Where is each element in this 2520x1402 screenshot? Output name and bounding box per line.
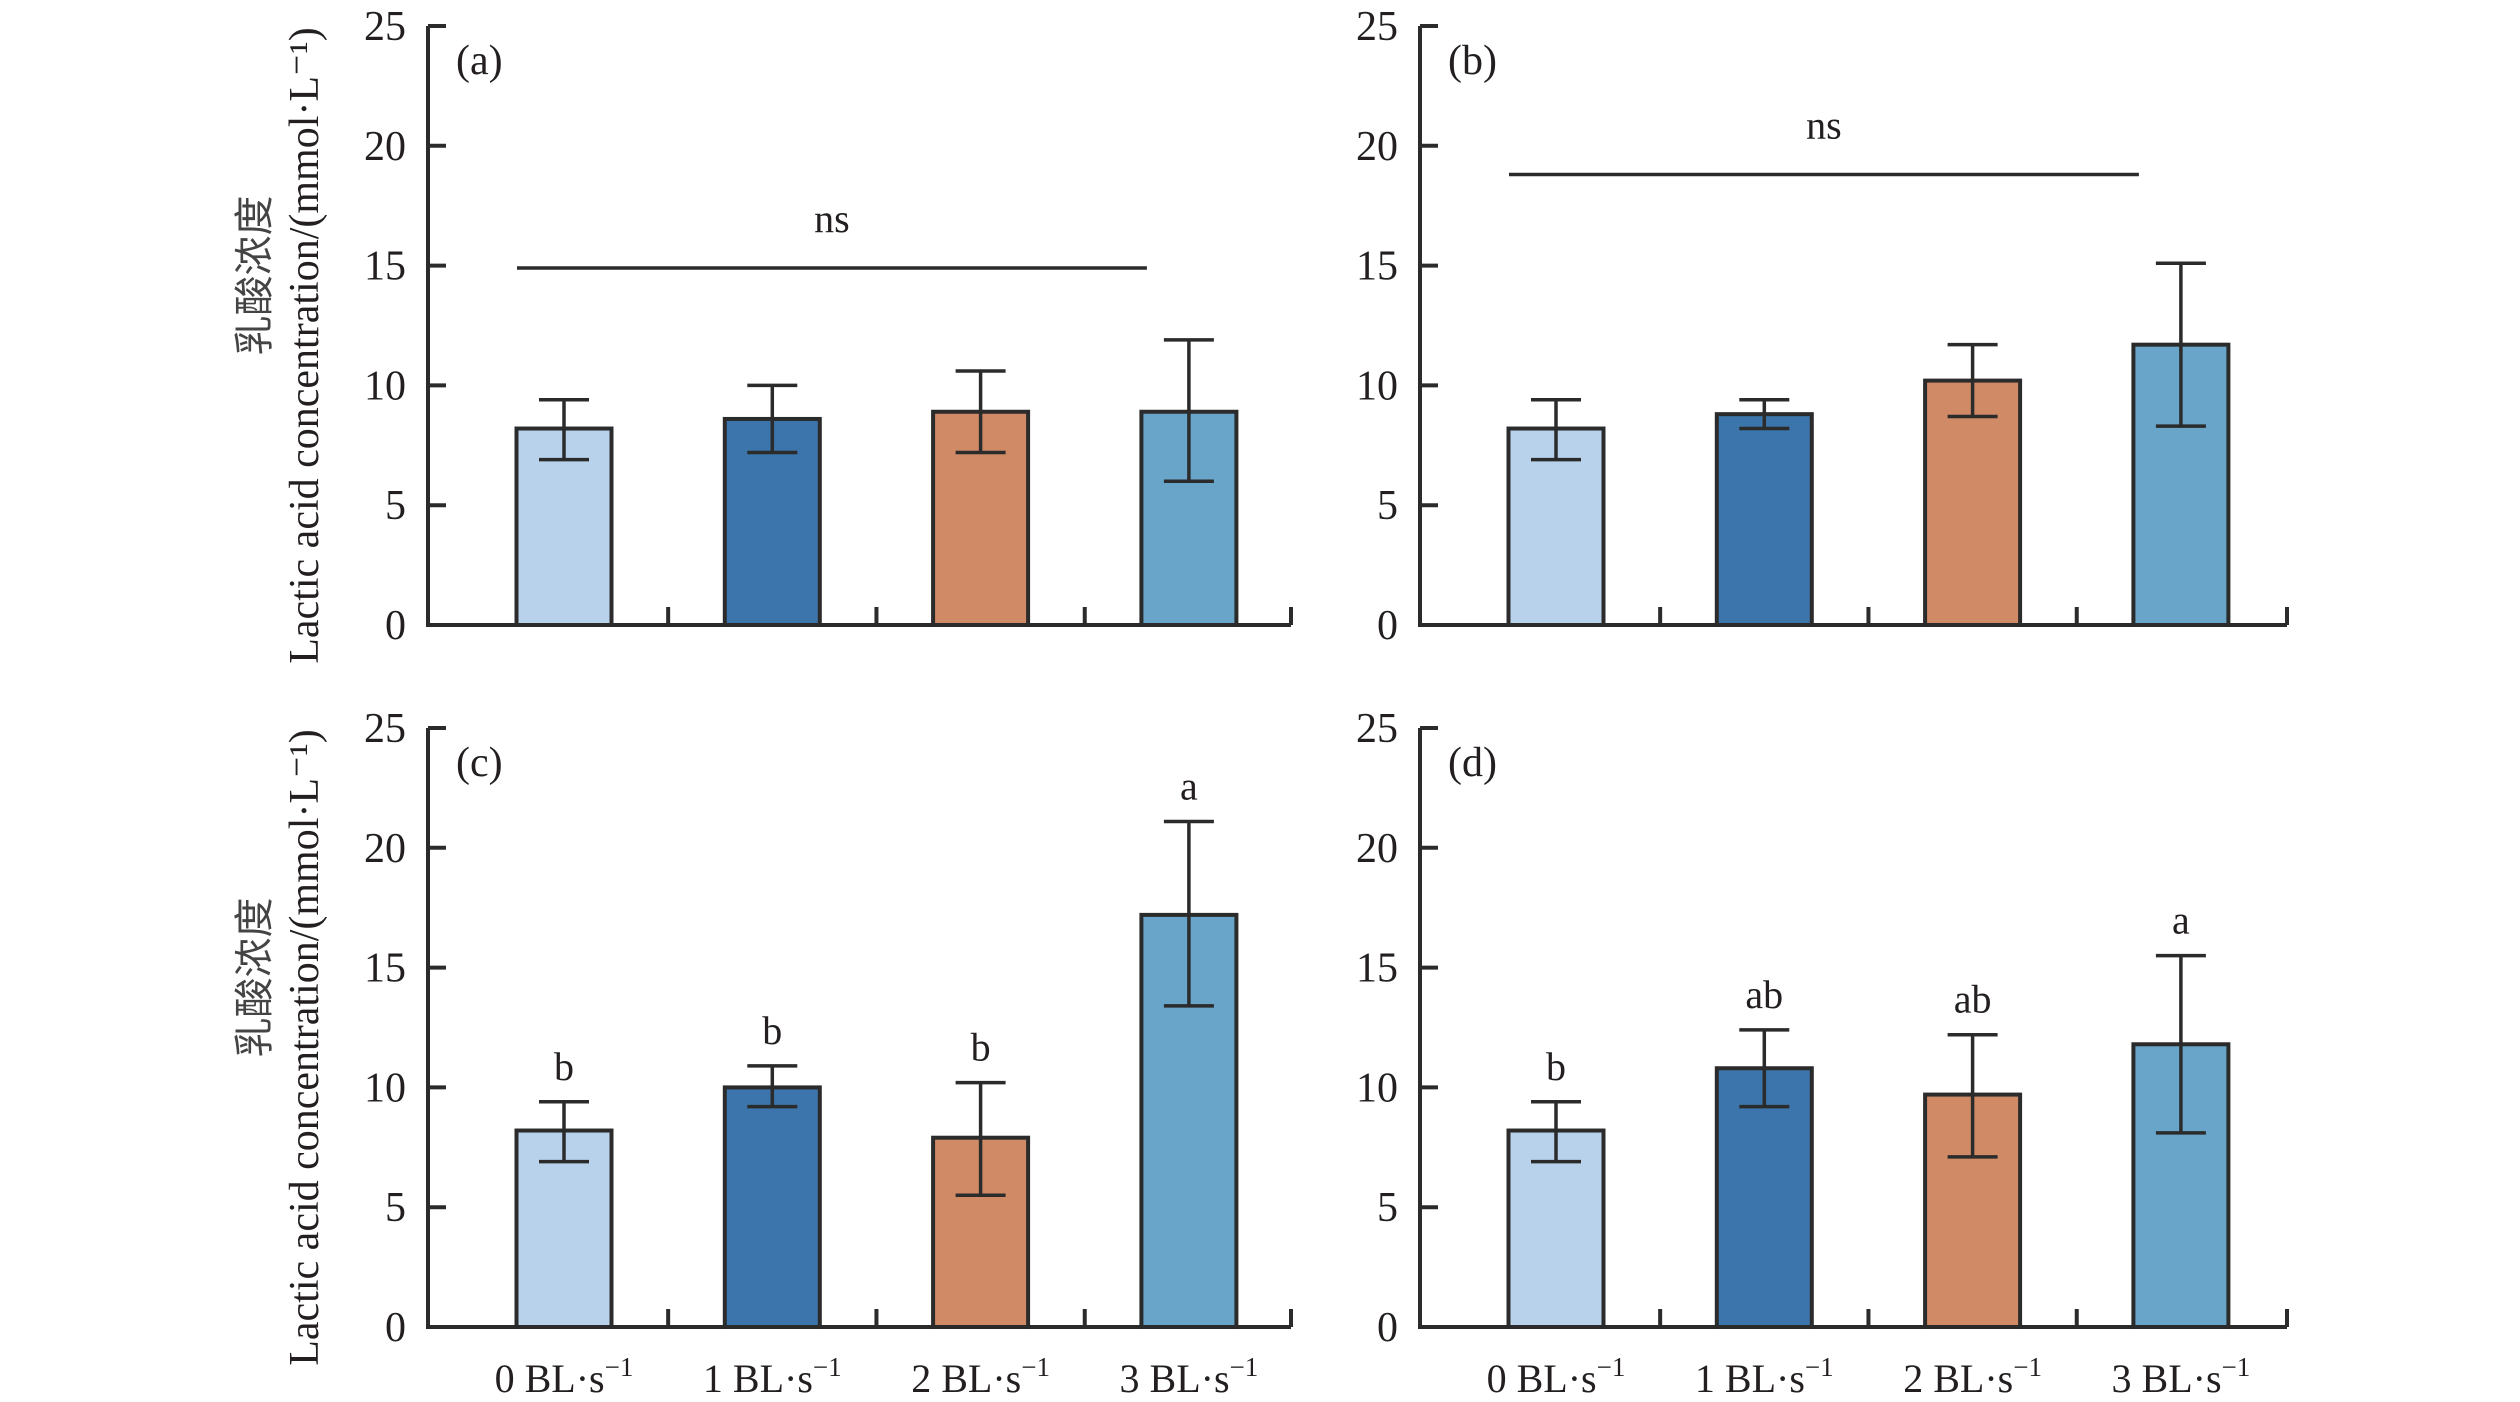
y-axis-title: Lactic acid concentration/(mmol·L⁻¹) bbox=[282, 729, 328, 1365]
y-tick-label: 0 bbox=[1377, 1305, 1398, 1351]
y-tick-label: 5 bbox=[1377, 1185, 1398, 1231]
panel-label: (b) bbox=[1448, 38, 1497, 84]
bar-2 bbox=[1923, 378, 2023, 627]
significance-letter: a bbox=[1180, 763, 1198, 808]
y-tick-label: 20 bbox=[1356, 124, 1398, 170]
bar-1 bbox=[722, 1085, 822, 1330]
y-tick-label: 25 bbox=[1356, 706, 1398, 752]
x-tick-label: 3 BL·s−1 bbox=[2112, 1352, 2251, 1401]
y-tick-label: 25 bbox=[1356, 4, 1398, 50]
y-axis-title-cn: 乳酸浓度 bbox=[232, 196, 278, 356]
x-tick-label: 1 BL·s−1 bbox=[1695, 1352, 1834, 1401]
y-tick-label: 25 bbox=[364, 706, 406, 752]
panel-label: (d) bbox=[1448, 740, 1497, 786]
significance-letter: b bbox=[554, 1044, 574, 1089]
x-tick-label: 3 BL·s−1 bbox=[1120, 1352, 1259, 1401]
y-axis-title-cn: 乳酸浓度 bbox=[232, 898, 278, 1058]
significance-letter: b bbox=[762, 1008, 782, 1053]
x-tick-label: 0 BL·s−1 bbox=[495, 1352, 634, 1401]
significance-letter: a bbox=[2172, 898, 2190, 943]
y-tick-label: 10 bbox=[1356, 363, 1398, 409]
x-tick-label: 2 BL·s−1 bbox=[1903, 1352, 2042, 1401]
y-tick-label: 0 bbox=[1377, 603, 1398, 649]
significance-letter: ab bbox=[1745, 972, 1783, 1017]
bar-3 bbox=[1139, 912, 1239, 1329]
x-tick-label: 0 BL·s−1 bbox=[1487, 1352, 1626, 1401]
y-tick-label: 20 bbox=[1356, 826, 1398, 872]
x-tick-label: 1 BL·s−1 bbox=[703, 1352, 842, 1401]
panel-label: (c) bbox=[456, 740, 503, 786]
significance-letter: b bbox=[971, 1025, 991, 1070]
y-tick-label: 20 bbox=[364, 124, 406, 170]
significance-letter: ab bbox=[1954, 977, 1992, 1022]
panel-d: 0 5 10 15 20 25 (d) b 0 BL·s−1 ab 1 BL·s−1 ab 2 BL·s… bbox=[1356, 706, 2289, 1401]
y-tick-label: 15 bbox=[364, 946, 406, 992]
y-tick-label: 25 bbox=[364, 4, 406, 50]
bar-1 bbox=[1714, 412, 1814, 628]
x-tick-label: 2 BL·s−1 bbox=[911, 1352, 1050, 1401]
y-tick-label: 10 bbox=[364, 1065, 406, 1111]
y-tick-label: 10 bbox=[1356, 1065, 1398, 1111]
y-tick-label: 15 bbox=[1356, 946, 1398, 992]
y-tick-label: 15 bbox=[364, 244, 406, 290]
panel-b: 0 5 10 15 20 25 (b) ns bbox=[1356, 4, 2289, 649]
significance-letter: b bbox=[1546, 1044, 1566, 1089]
panel-label: (a) bbox=[456, 38, 503, 84]
y-tick-label: 10 bbox=[364, 363, 406, 409]
y-tick-label: 20 bbox=[364, 826, 406, 872]
significance-label: ns bbox=[814, 196, 850, 241]
y-tick-label: 0 bbox=[385, 603, 406, 649]
y-axis-title: Lactic acid concentration/(mmol·L⁻¹) bbox=[282, 27, 328, 663]
y-tick-label: 0 bbox=[385, 1305, 406, 1351]
panel-c: 0 5 10 15 20 25 (c) b 0 BL·s−1 b 1 BL·s−1 b 2 BL·s−1… bbox=[232, 706, 1293, 1401]
y-tick-label: 5 bbox=[1377, 483, 1398, 529]
y-tick-label: 15 bbox=[1356, 244, 1398, 290]
y-tick-label: 5 bbox=[385, 1185, 406, 1231]
panel-a: 0 5 10 15 20 25 (a) ns Lactic acid concentration… bbox=[232, 4, 1293, 664]
significance-label: ns bbox=[1806, 103, 1842, 148]
y-tick-label: 5 bbox=[385, 483, 406, 529]
